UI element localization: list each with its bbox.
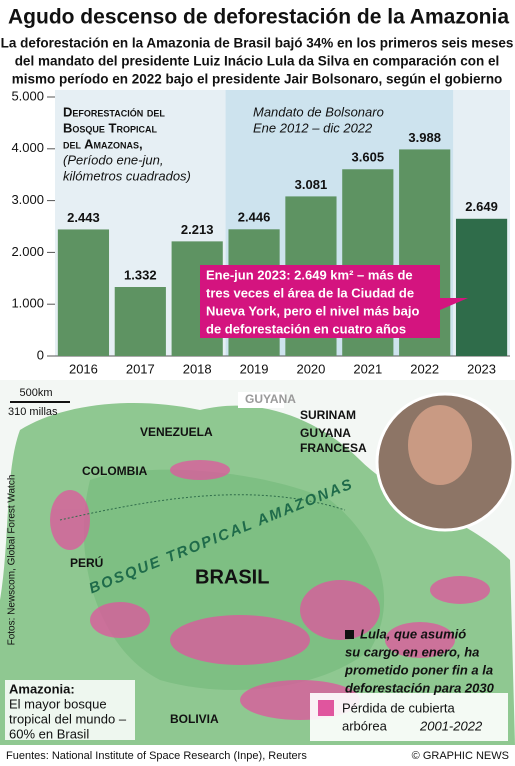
y-tick-label: 4.000	[11, 140, 44, 155]
value-label: 2.446	[238, 210, 271, 225]
callout-text: Nueva York, pero el nivel más bajo	[206, 303, 419, 318]
x-tick-label: 2017	[126, 361, 155, 376]
bar	[57, 229, 110, 356]
bar	[455, 218, 508, 356]
footer-copyright: © GRAPHIC NEWS	[412, 750, 509, 762]
amazonia-box	[5, 680, 135, 740]
footer-sources: Fuentes: National Institute of Space Res…	[6, 750, 307, 762]
chart-title: Agudo descenso de deforestación de la Am…	[8, 6, 509, 29]
x-tick-label: 2018	[183, 361, 212, 376]
bar	[114, 287, 166, 356]
x-tick-label: 2022	[410, 361, 439, 376]
y-tick-label: 0	[37, 347, 44, 362]
amazonia-note: El mayor bosque	[9, 696, 107, 711]
map	[0, 380, 515, 745]
value-label: 3.605	[352, 150, 385, 165]
map-label: VENEZUELA	[140, 425, 213, 439]
photo-face	[408, 405, 472, 485]
x-tick-label: 2020	[296, 361, 325, 376]
value-label: 1.332	[124, 267, 157, 282]
amazonia-note: Amazonia:	[9, 681, 75, 696]
value-label: 2.443	[67, 210, 100, 225]
x-tick-label: 2016	[69, 361, 98, 376]
bolsonaro-note: Mandato de Bolsonaro	[253, 104, 384, 119]
map-label: PERÚ	[70, 555, 103, 570]
value-label: 2.649	[465, 199, 498, 214]
map-label: FRANCESA	[300, 441, 367, 455]
value-label: 3.988	[408, 130, 441, 145]
lula-marker	[345, 630, 354, 639]
y-tick-label: 2.000	[11, 244, 44, 259]
map-label: GUYANA	[300, 426, 351, 440]
chart-inner-title: del Amazonas,	[63, 136, 143, 151]
river	[59, 494, 346, 521]
callout-text: tres veces el área de la Ciudad de	[206, 285, 414, 300]
chart-inner-title: Bosque Tropical	[63, 120, 157, 135]
lula-note: Lula, que asumió	[360, 626, 466, 641]
subtitle: La deforestación en la Amazonia de Brasi…	[1, 36, 514, 51]
callout-text: Ene-jun 2023: 2.649 km² – más de	[206, 267, 413, 282]
scale-km: 500km	[19, 387, 52, 399]
chart-inner-subtitle: kilómetros cuadrados)	[63, 168, 191, 183]
chart-inner-title: Deforestación del	[63, 104, 165, 119]
map-label: BRASIL	[195, 566, 269, 588]
y-tick-label: 1.000	[11, 296, 44, 311]
amazonia-note: 60% en Brasil	[9, 726, 89, 741]
y-tick-label: 5.000	[11, 88, 44, 103]
x-tick-label: 2023	[467, 361, 496, 376]
guyana-label-box	[238, 392, 284, 408]
value-label: 3.081	[295, 177, 328, 192]
lula-note: su cargo en enero, ha	[345, 644, 479, 659]
legend-box	[310, 693, 508, 741]
lula-note: prometido poner fin a la	[344, 662, 493, 677]
lula-note: deforestación para 2030	[345, 680, 495, 695]
forest-loss	[50, 460, 490, 720]
legend-label: arbórea	[342, 718, 388, 733]
x-tick-label: 2019	[240, 361, 269, 376]
map-label: COLOMBIA	[82, 464, 148, 478]
map-label: SURINAM	[300, 408, 356, 422]
subtitle: mismo período en 2022 bajo el presidente…	[12, 72, 503, 87]
scale-mi: 310 millas	[8, 406, 58, 418]
callout-box	[200, 265, 468, 338]
subtitle: del mandato del presidente Luiz Inácio L…	[15, 54, 500, 69]
map-label: BOLIVIA	[170, 712, 219, 726]
legend-label: Pérdida de cubierta	[342, 700, 456, 715]
bolsonaro-note: Ene 2012 – dic 2022	[253, 120, 373, 135]
chart-inner-subtitle: (Período ene-jun,	[63, 152, 163, 167]
legend-swatch	[318, 700, 334, 716]
map-label: GUYANA	[245, 392, 296, 406]
x-tick-label: 2021	[353, 361, 382, 376]
amazonia-note: tropical del mundo –	[9, 711, 127, 726]
y-tick-label: 3.000	[11, 192, 44, 207]
callout-text: de deforestación en cuatro años	[206, 321, 406, 336]
legend-years: 2001-2022	[419, 718, 483, 733]
value-label: 2.213	[181, 222, 214, 237]
photo-credit: Fotos: Newscom, Global Forest Watch	[7, 475, 18, 646]
forest	[83, 469, 385, 690]
